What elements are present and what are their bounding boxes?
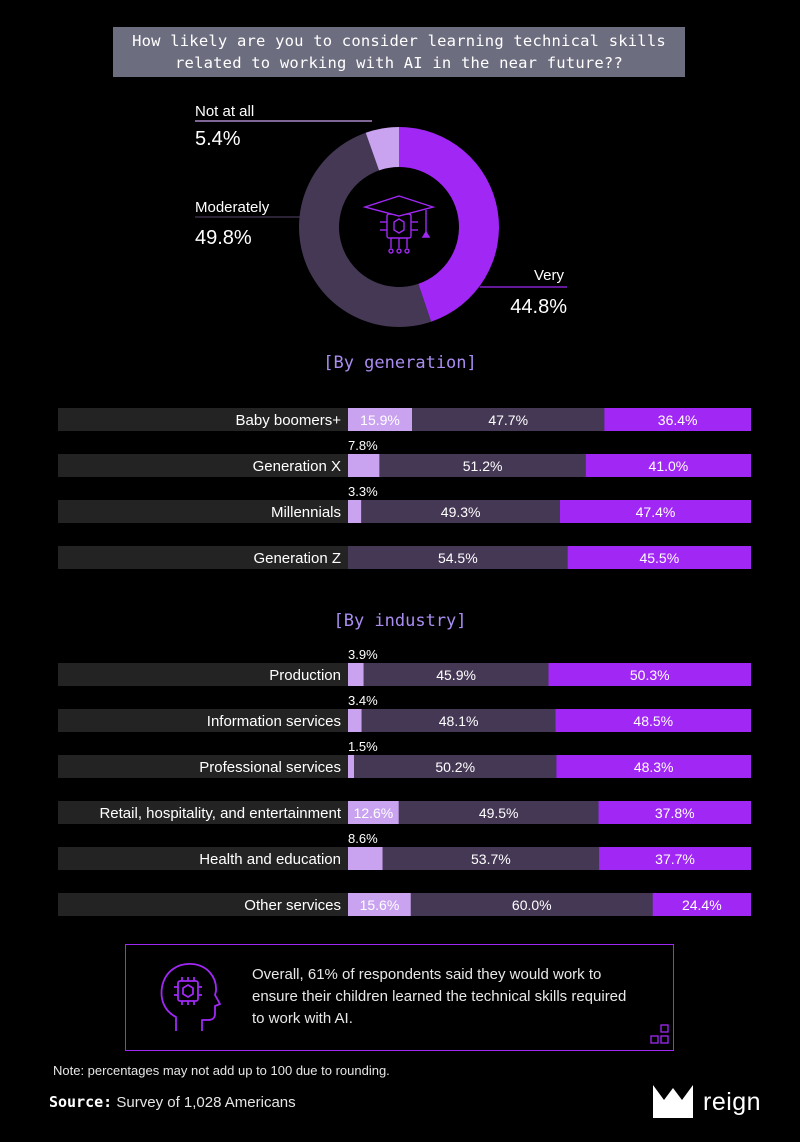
bar-segment-gen-millennials-not-at-all [348, 500, 362, 523]
bar-segment-ind-production-not-at-all [348, 663, 364, 686]
category-label-ind-health-and-education: Health and education [199, 851, 341, 868]
data-label-ind-other-services-not-at-all: 15.6% [360, 897, 400, 913]
data-label-ind-other-services-moderately: 60.0% [512, 897, 552, 913]
category-label-ind-professional-services: Professional services [199, 759, 341, 776]
data-label-ind-production-moderately: 45.9% [436, 667, 476, 683]
bar-segment-ind-professional-services-not-at-all [348, 755, 355, 778]
category-label-ind-other-services: Other services [244, 897, 341, 914]
chart-title-line-1: How likely are you to consider learning … [132, 32, 666, 50]
data-label-ind-information-services-moderately: 48.1% [439, 713, 479, 729]
bar-segment-gen-generation-z-very [567, 546, 751, 569]
bar-segment-ind-other-services-not-at-all [348, 893, 411, 916]
footnote: Note: percentages may not add up to 100 … [53, 1063, 390, 1078]
bar-segment-ind-information-services-very [555, 709, 751, 732]
category-label-gen-baby-boomers: Baby boomers+ [236, 412, 342, 429]
category-label-gen-millennials: Millennials [271, 504, 341, 521]
category-label-ind-retail-hospitality-and-entertainment: Retail, hospitality, and entertainment [99, 805, 341, 822]
data-label-ind-production-very: 50.3% [630, 667, 670, 683]
bar-segment-ind-health-and-education-very [599, 847, 751, 870]
data-label-ind-professional-services-very: 48.3% [634, 759, 674, 775]
bar-segment-gen-generation-z-moderately [348, 546, 568, 569]
source-label: Source: [49, 1093, 113, 1111]
data-label-ind-other-services-very: 24.4% [682, 897, 722, 913]
donut-slice-not-at-all [365, 127, 399, 171]
ai-chip-graduation-cap-icon [362, 195, 436, 254]
brand-logo-text: reign [703, 1088, 762, 1116]
callout-text: Overall, 61% of respondents said they wo… [252, 966, 627, 1027]
bar-segment-ind-retail-hospitality-and-entertainment-moderately [398, 801, 599, 824]
donut-value-moderately: 49.8% [195, 227, 252, 249]
data-label-ind-information-services-not-at-all: 3.4% [348, 693, 378, 708]
data-label-ind-production-not-at-all: 3.9% [348, 647, 378, 662]
callout-box: Overall, 61% of respondents said they wo… [125, 944, 674, 1051]
category-label-ind-information-services: Information services [207, 713, 341, 730]
data-label-ind-retail-hospitality-and-entertainment-very: 37.8% [655, 805, 695, 821]
donut-label-not-at-all: Not at all [195, 103, 254, 120]
bar-segment-ind-other-services-very [652, 893, 751, 916]
bar-segment-ind-information-services-not-at-all [348, 709, 362, 732]
source-text: Survey of 1,028 Americans [116, 1094, 296, 1111]
donut-label-moderately: Moderately [195, 199, 270, 216]
bar-segment-ind-retail-hospitality-and-entertainment-very [598, 801, 751, 824]
bar-segment-ind-information-services-moderately [361, 709, 556, 732]
bar-segment-gen-millennials-very [559, 500, 751, 523]
data-label-gen-baby-boomers-not-at-all: 15.9% [360, 412, 400, 428]
bar-segment-ind-production-very [548, 663, 751, 686]
data-label-gen-generation-x-not-at-all: 7.8% [348, 438, 378, 453]
data-label-gen-generation-z-very: 45.5% [639, 550, 679, 566]
data-label-ind-health-and-education-very: 37.7% [655, 851, 695, 867]
data-label-gen-generation-z-moderately: 54.5% [438, 550, 478, 566]
data-label-gen-millennials-not-at-all: 3.3% [348, 484, 378, 499]
chart-title-line-2: related to working with AI in the near f… [175, 54, 623, 72]
data-label-ind-health-and-education-not-at-all: 8.6% [348, 831, 378, 846]
bar-segment-ind-retail-hospitality-and-entertainment-not-at-all [348, 801, 399, 824]
category-label-gen-generation-x: Generation X [253, 458, 341, 475]
chart-title: How likely are you to consider learning … [113, 27, 685, 77]
data-label-ind-health-and-education-moderately: 53.7% [471, 851, 511, 867]
donut-slice-moderately [298, 132, 432, 328]
category-label-ind-production: Production [269, 667, 341, 684]
bar-segment-gen-generation-x-not-at-all [348, 454, 380, 477]
donut-value-not-at-all: 5.4% [195, 128, 241, 150]
data-label-gen-baby-boomers-moderately: 47.7% [488, 412, 528, 428]
bar-segment-gen-baby-boomers-moderately [412, 408, 605, 431]
bar-segment-ind-other-services-moderately [410, 893, 653, 916]
data-label-gen-millennials-moderately: 49.3% [441, 504, 481, 520]
bar-segment-gen-baby-boomers-not-at-all [348, 408, 413, 431]
data-label-gen-generation-x-very: 41.0% [649, 458, 689, 474]
donut-value-very: 44.8% [510, 296, 567, 318]
bar-segment-gen-millennials-moderately [361, 500, 560, 523]
section-title-generation: [By generation] [323, 353, 477, 373]
squares-decoration-icon [650, 1024, 669, 1044]
data-label-ind-information-services-very: 48.5% [633, 713, 673, 729]
bar-segment-ind-professional-services-very [556, 755, 751, 778]
data-label-ind-professional-services-not-at-all: 1.5% [348, 739, 378, 754]
reign-crown-logo-icon [653, 1085, 693, 1118]
donut-label-very: Very [534, 267, 565, 284]
bar-segment-gen-baby-boomers-very [604, 408, 751, 431]
data-label-gen-baby-boomers-very: 36.4% [658, 412, 698, 428]
data-label-ind-retail-hospitality-and-entertainment-moderately: 49.5% [479, 805, 519, 821]
data-label-ind-professional-services-moderately: 50.2% [435, 759, 475, 775]
section-title-industry: [By industry] [333, 611, 467, 631]
donut-slice-very [399, 127, 499, 322]
source-line: Source: Survey of 1,028 Americans [49, 1093, 296, 1111]
category-label-gen-generation-z: Generation Z [253, 550, 341, 567]
bar-segment-ind-health-and-education-not-at-all [348, 847, 383, 870]
bar-segment-ind-professional-services-moderately [354, 755, 557, 778]
bar-segment-ind-health-and-education-moderately [382, 847, 600, 870]
data-label-gen-generation-x-moderately: 51.2% [463, 458, 503, 474]
bar-segment-ind-production-moderately [363, 663, 549, 686]
bar-segment-gen-generation-x-very [585, 454, 751, 477]
bar-segment-gen-generation-x-moderately [379, 454, 586, 477]
head-with-chip-icon [160, 963, 221, 1031]
data-label-ind-retail-hospitality-and-entertainment-not-at-all: 12.6% [354, 805, 394, 821]
data-label-gen-millennials-very: 47.4% [636, 504, 676, 520]
